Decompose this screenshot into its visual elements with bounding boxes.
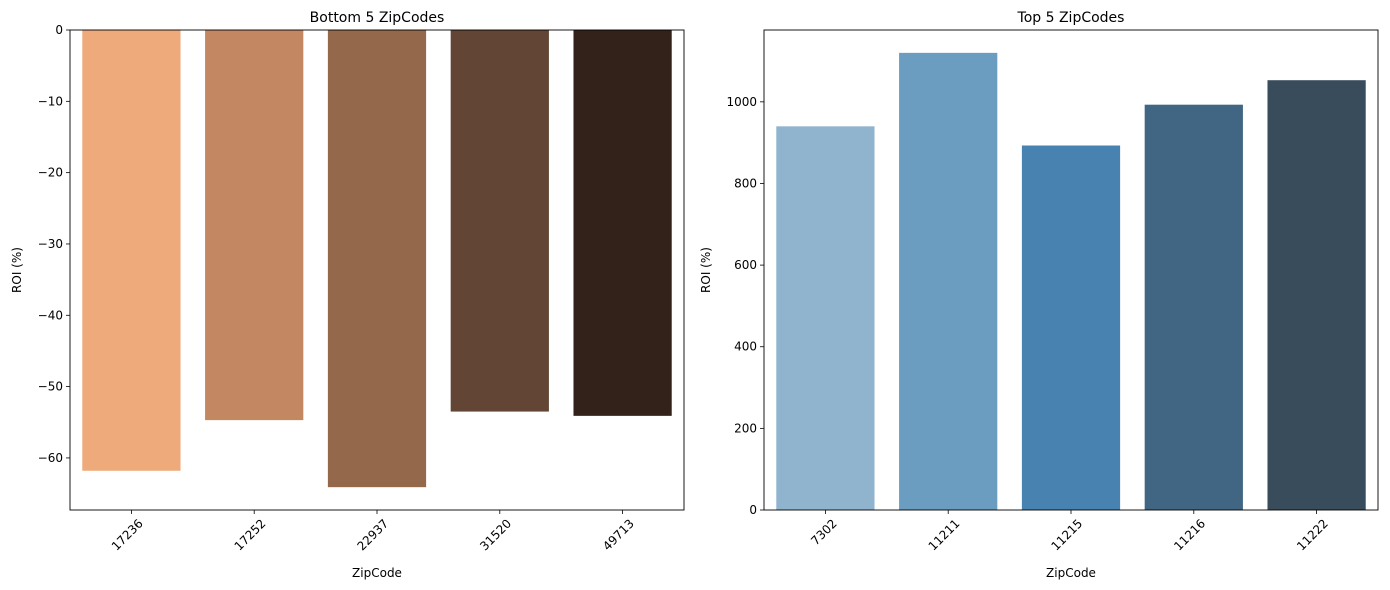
plot-frame (69, 29, 685, 511)
x-axis-label: ZipCode (1046, 566, 1096, 580)
bar-11216 (1144, 104, 1243, 510)
y-tick-label: −30 (38, 237, 63, 251)
y-tick-label: 400 (734, 340, 757, 354)
y-tick-label: 0 (749, 503, 757, 517)
bar-11211 (899, 52, 998, 510)
y-tick-label: −40 (38, 308, 63, 322)
top-zipcodes-chart: Top 5 ZipCodes ZipCode ROI (%) 0 200 400 60… (699, 10, 1379, 580)
bar-22937 (327, 30, 427, 488)
y-tick-label: −20 (38, 166, 63, 180)
y-axis-label: ROI (%) (699, 247, 713, 293)
bar-group (776, 52, 1366, 511)
y-axis-ticks: 0 200 400 600 800 1000 (726, 95, 764, 517)
bar-17252 (205, 30, 304, 421)
bar-11222 (1267, 80, 1366, 511)
bar-11215 (1021, 145, 1121, 511)
bar-31520 (450, 30, 549, 412)
y-tick-label: 600 (734, 258, 757, 272)
y-tick-label: −50 (38, 380, 63, 394)
plot-frame (763, 29, 1379, 511)
bar-17236 (82, 30, 181, 471)
x-axis-label: ZipCode (352, 566, 402, 580)
y-axis-label: ROI (%) (10, 247, 24, 293)
y-tick-label: 200 (734, 421, 757, 435)
bar-group (82, 30, 672, 488)
chart-title: Top 5 ZipCodes (1017, 10, 1125, 26)
bar-49713 (573, 30, 672, 416)
chart-title: Bottom 5 ZipCodes (310, 10, 445, 26)
y-tick-label: 800 (734, 176, 757, 190)
bottom-zipcodes-chart: Bottom 5 ZipCodes ZipCode ROI (%) 0 −10 −2… (10, 10, 685, 580)
y-tick-label: 0 (55, 23, 63, 37)
y-tick-label: −60 (38, 451, 63, 465)
y-axis-ticks: 0 −10 −20 −30 −40 −50 −60 (38, 23, 70, 465)
y-tick-label: 1000 (726, 95, 757, 109)
bar-7302 (776, 126, 875, 510)
y-tick-label: −10 (38, 94, 63, 108)
